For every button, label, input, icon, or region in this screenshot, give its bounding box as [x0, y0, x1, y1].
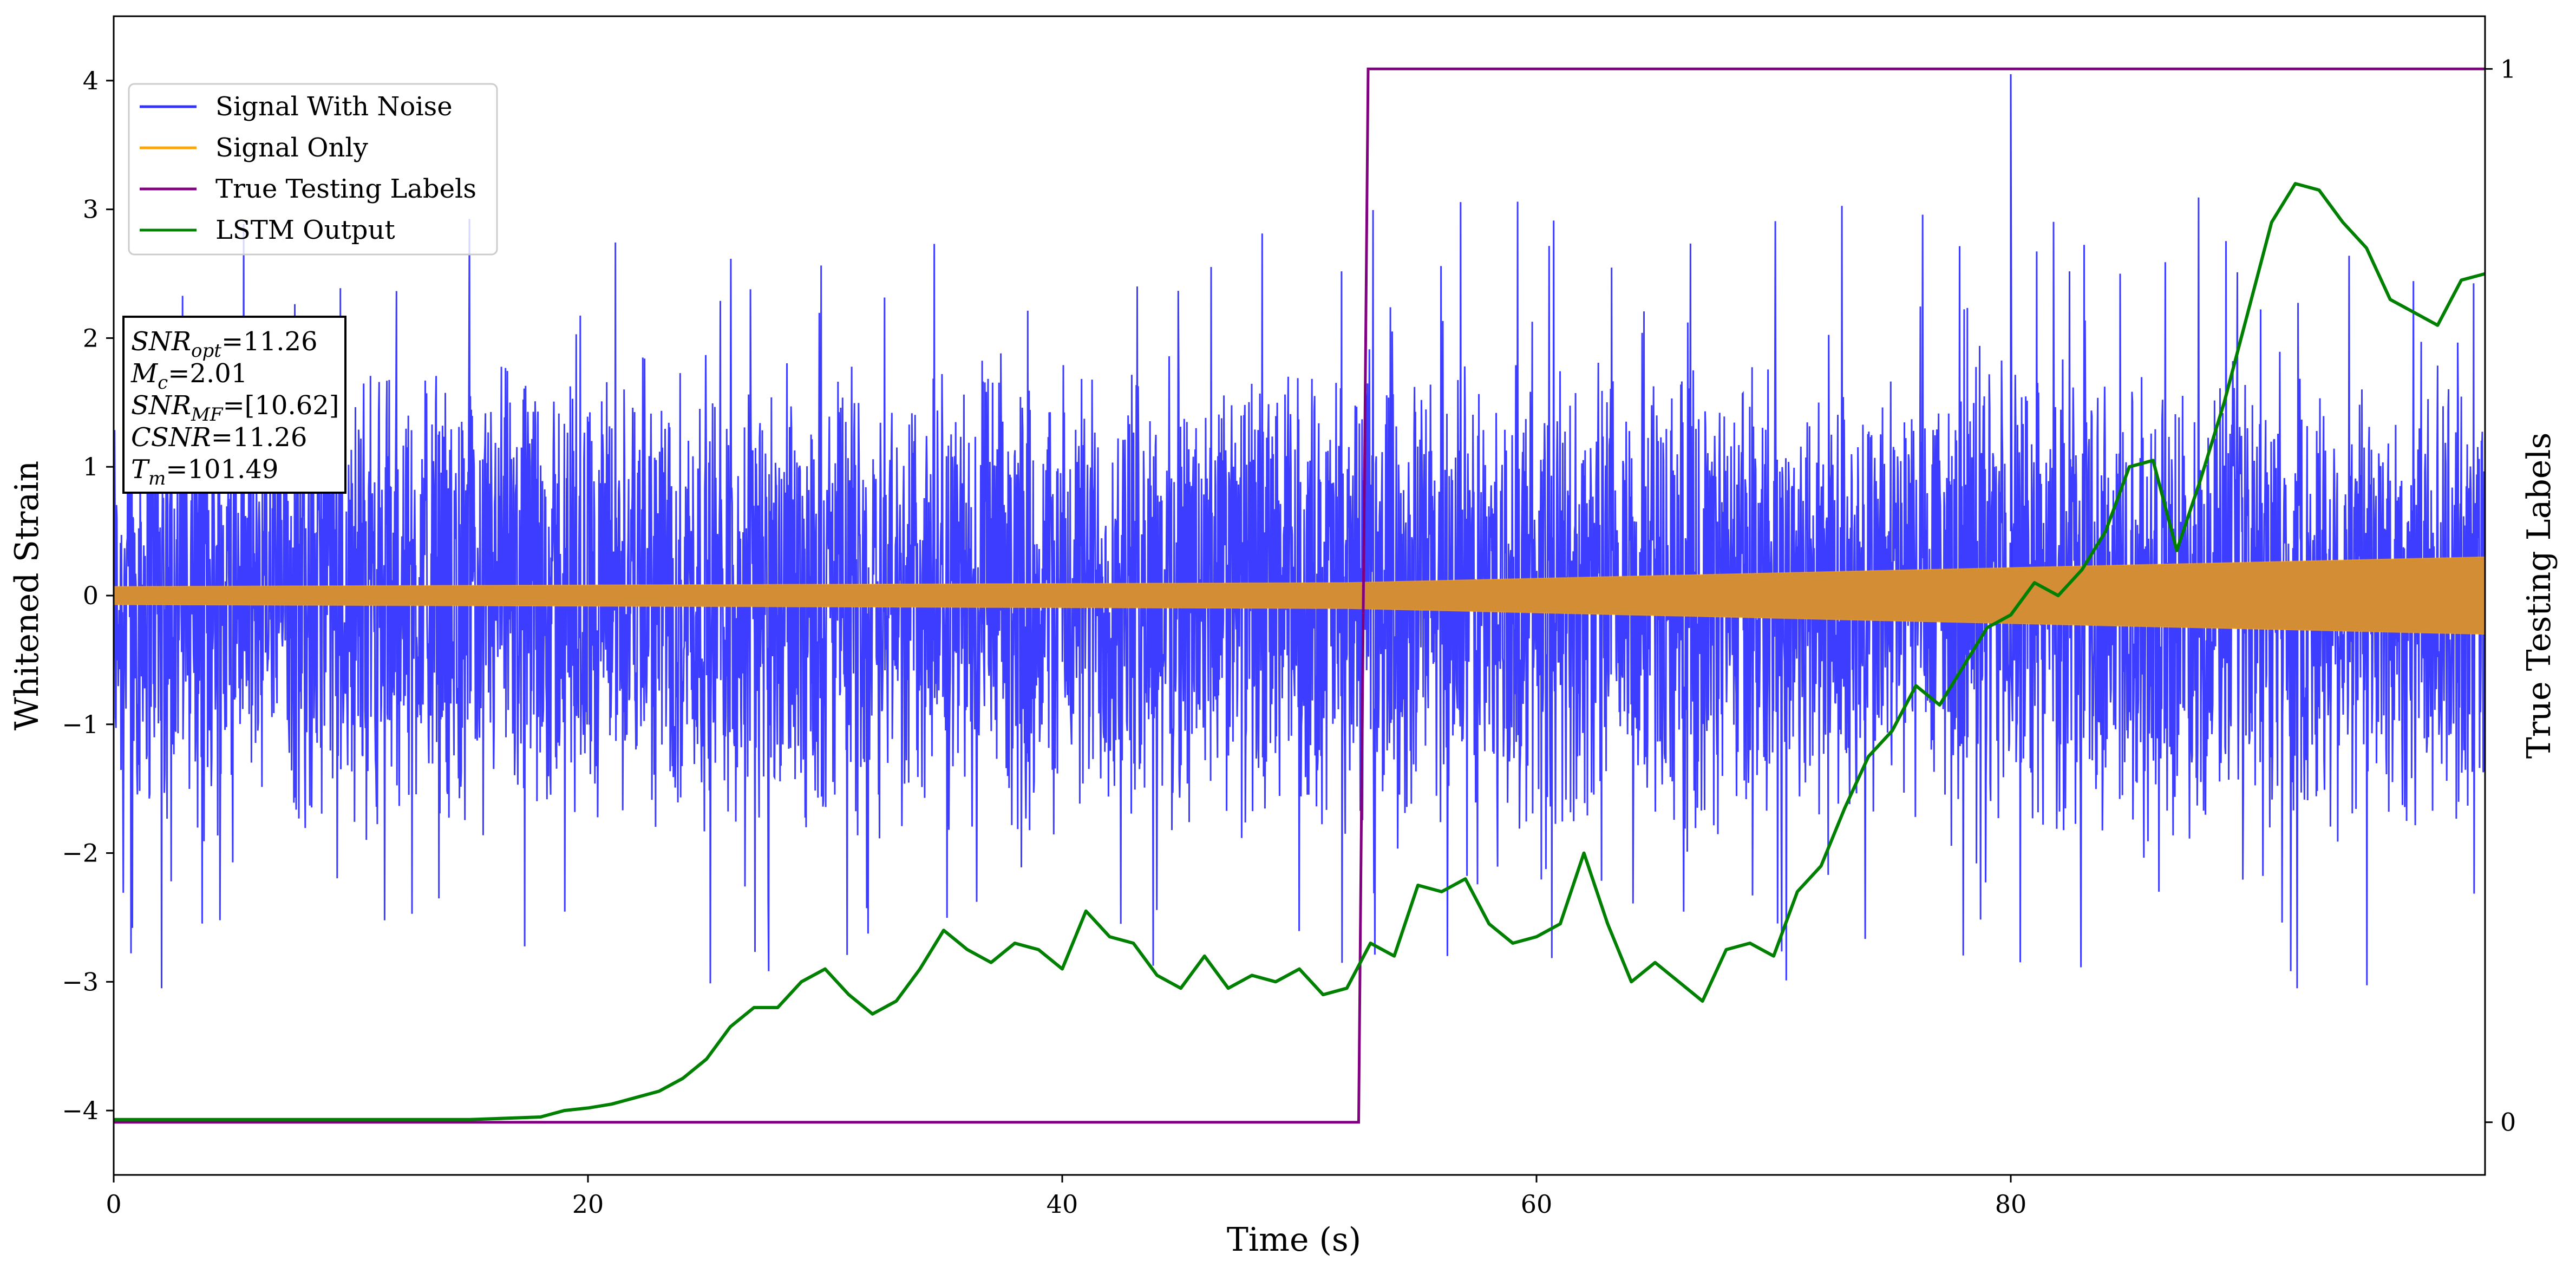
parameter-annotation-box: SNRopt=11.26Mc=2.01SNRMF=[10.62]CSNR=11.…: [122, 316, 346, 494]
annotation-variable: M: [130, 358, 159, 389]
legend-box: [128, 83, 498, 256]
annotation-variable: T: [131, 454, 150, 485]
y-axis-title-left: Whitened Strain: [8, 461, 46, 730]
annotation-line: Tm=101.49: [131, 454, 278, 489]
lstm-output-line: [114, 182, 2485, 1121]
x-axis-title: Time (s): [1227, 1221, 1361, 1259]
annotation-value: =[10.62]: [223, 390, 339, 421]
signal-with-noise-series: [114, 74, 2485, 989]
annotation-box: [122, 316, 346, 494]
x-tick-label: 20: [572, 1190, 604, 1219]
signal-only-band: [114, 556, 2485, 635]
true-testing-labels-series: [114, 67, 2485, 1124]
legend-label: LSTM Output: [215, 215, 395, 245]
annotation-subscript: c: [158, 372, 168, 394]
y-tick-label: −2: [62, 839, 99, 868]
annotation-value: =11.26: [221, 326, 318, 357]
y-tick-label: 0: [83, 581, 99, 610]
annotation-variable: SNR: [131, 390, 191, 421]
y-axis-title-right: True Testing Labels: [2520, 433, 2558, 759]
x-axis: 0 20 40 60 80: [106, 1175, 2026, 1219]
signal-with-noise-peak: [2010, 74, 2013, 596]
lstm-output-series: [114, 182, 2485, 1121]
annotation-subscript: m: [148, 468, 166, 489]
legend-label: Signal With Noise: [215, 92, 453, 122]
annotation-value: =11.26: [211, 422, 308, 453]
y-tick-label: 2: [83, 323, 99, 352]
annotation-line: SNRopt=11.26: [131, 326, 318, 362]
y2-tick-label: 1: [2500, 54, 2516, 83]
y-tick-label: −3: [62, 967, 99, 996]
y-tick-label: −4: [62, 1096, 99, 1125]
y2-tick-label: 0: [2500, 1108, 2516, 1137]
legend-label: Signal Only: [215, 133, 368, 163]
annotation-line: CSNR=11.26: [131, 422, 307, 453]
x-tick-label: 40: [1047, 1190, 1078, 1219]
annotation-subscript: MF: [191, 404, 224, 426]
y-tick-label: −1: [62, 710, 99, 739]
annotation-variable: CSNR: [131, 422, 211, 453]
y-tick-label: 3: [83, 195, 99, 224]
y-tick-label: 4: [83, 66, 99, 95]
signal-only-series: [114, 556, 2485, 635]
annotation-line: SNRMF=[10.62]: [131, 390, 339, 426]
y-tick-label: 1: [83, 452, 99, 481]
x-tick-label: 80: [1995, 1190, 2027, 1219]
annotation-line: Mc=2.01: [130, 358, 247, 394]
annotation-variable: SNR: [131, 326, 191, 357]
x-tick-label: 60: [1521, 1190, 1553, 1219]
plot-area: [114, 67, 2485, 1124]
signal-with-noise-line: [114, 197, 2485, 989]
legend-label: True Testing Labels: [215, 174, 476, 204]
y-axis-left: −4 −3 −2 −1 0 1 2 3 4: [62, 66, 114, 1125]
true-testing-labels-line: [114, 67, 2485, 1124]
annotation-subscript: opt: [191, 340, 221, 362]
annotation-value: =101.49: [166, 454, 278, 485]
x-tick-label: 0: [106, 1190, 121, 1219]
y-axis-right: 01: [2485, 54, 2516, 1137]
legend: Signal With Noise Signal Only True Testing…: [128, 83, 498, 256]
annotation-value: =2.01: [168, 358, 247, 389]
